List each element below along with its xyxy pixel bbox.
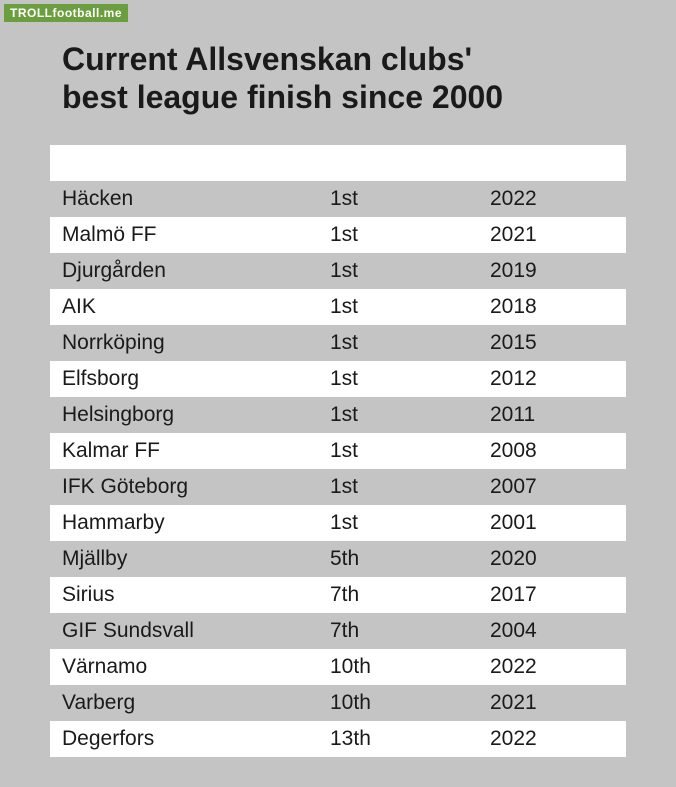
watermark-badge: TROLLfootball.me: [4, 4, 128, 22]
cell-club: Norrköping: [50, 331, 330, 355]
cell-finish: 13th: [330, 727, 490, 751]
table-row: Mjällby5th2020: [50, 541, 626, 577]
table-row: Djurgården1st2019: [50, 253, 626, 289]
cell-year: 2022: [490, 727, 626, 751]
table-row: AIK1st2018: [50, 289, 626, 325]
cell-finish: 1st: [330, 511, 490, 535]
cell-club: Sirius: [50, 583, 330, 607]
cell-club: Helsingborg: [50, 403, 330, 427]
cell-year: 2018: [490, 295, 626, 319]
table-row: Varberg10th2021: [50, 685, 626, 721]
cell-year: 2004: [490, 619, 626, 643]
content-container: Current Allsvenskan clubs' best league f…: [0, 0, 676, 787]
cell-finish: 1st: [330, 367, 490, 391]
cell-finish: 1st: [330, 475, 490, 499]
cell-finish: 7th: [330, 619, 490, 643]
cell-finish: 1st: [330, 223, 490, 247]
cell-finish: 5th: [330, 547, 490, 571]
cell-club: AIK: [50, 295, 330, 319]
cell-club: Kalmar FF: [50, 439, 330, 463]
cell-club: Värnamo: [50, 655, 330, 679]
table-header-spacer: [50, 145, 626, 181]
table-row: Värnamo10th2022: [50, 649, 626, 685]
cell-year: 2017: [490, 583, 626, 607]
cell-club: Häcken: [50, 187, 330, 211]
table-row: Degerfors13th2022: [50, 721, 626, 757]
cell-club: Hammarby: [50, 511, 330, 535]
table-row: Elfsborg1st2012: [50, 361, 626, 397]
cell-club: GIF Sundsvall: [50, 619, 330, 643]
cell-club: Malmö FF: [50, 223, 330, 247]
standings-table: Häcken1st2022Malmö FF1st2021Djurgården1s…: [50, 145, 626, 757]
cell-year: 2019: [490, 259, 626, 283]
title-line-1: Current Allsvenskan clubs': [62, 41, 472, 77]
table-row: GIF Sundsvall7th2004: [50, 613, 626, 649]
cell-year: 2022: [490, 187, 626, 211]
cell-year: 2020: [490, 547, 626, 571]
cell-year: 2008: [490, 439, 626, 463]
table-row: Norrköping1st2015: [50, 325, 626, 361]
cell-finish: 1st: [330, 187, 490, 211]
cell-finish: 10th: [330, 655, 490, 679]
cell-finish: 7th: [330, 583, 490, 607]
cell-club: Varberg: [50, 691, 330, 715]
cell-year: 2012: [490, 367, 626, 391]
cell-finish: 1st: [330, 439, 490, 463]
table-row: IFK Göteborg1st2007: [50, 469, 626, 505]
table-row: Sirius7th2017: [50, 577, 626, 613]
cell-year: 2021: [490, 223, 626, 247]
title-line-2: best league finish since 2000: [62, 79, 503, 115]
cell-year: 2022: [490, 655, 626, 679]
cell-year: 2021: [490, 691, 626, 715]
cell-year: 2015: [490, 331, 626, 355]
page-title: Current Allsvenskan clubs' best league f…: [50, 40, 626, 117]
cell-finish: 1st: [330, 331, 490, 355]
cell-year: 2001: [490, 511, 626, 535]
table-row: Hammarby1st2001: [50, 505, 626, 541]
cell-club: Djurgården: [50, 259, 330, 283]
table-row: Häcken1st2022: [50, 181, 626, 217]
table-row: Malmö FF1st2021: [50, 217, 626, 253]
table-row: Helsingborg1st2011: [50, 397, 626, 433]
cell-finish: 1st: [330, 295, 490, 319]
cell-finish: 1st: [330, 403, 490, 427]
cell-club: Elfsborg: [50, 367, 330, 391]
table-row: Kalmar FF1st2008: [50, 433, 626, 469]
cell-year: 2011: [490, 403, 626, 427]
cell-year: 2007: [490, 475, 626, 499]
cell-club: Degerfors: [50, 727, 330, 751]
cell-club: IFK Göteborg: [50, 475, 330, 499]
cell-finish: 1st: [330, 259, 490, 283]
cell-finish: 10th: [330, 691, 490, 715]
cell-club: Mjällby: [50, 547, 330, 571]
